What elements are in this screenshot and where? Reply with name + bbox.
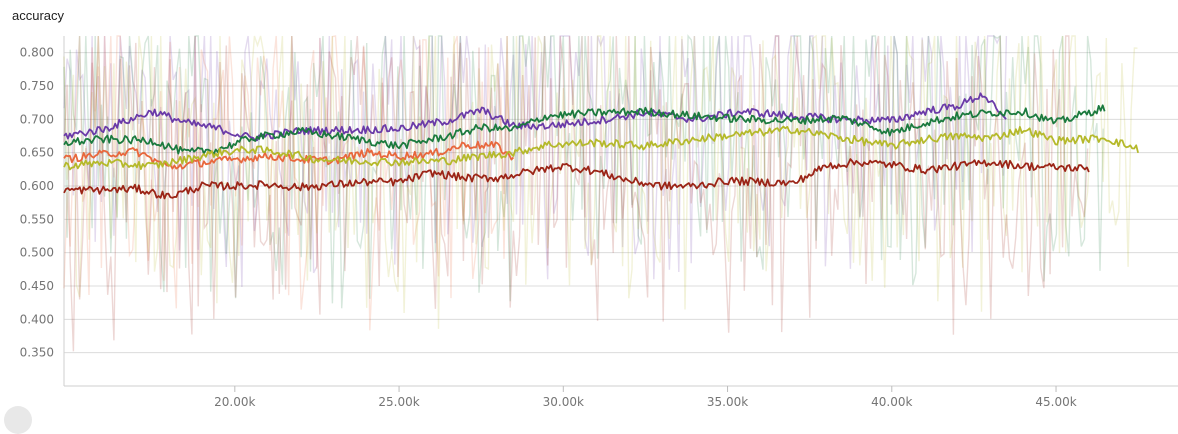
raw-series-line bbox=[63, 35, 514, 331]
y-tick-label: 0.600 bbox=[20, 179, 54, 193]
raw-series-line bbox=[63, 35, 1008, 288]
raw-noise-lines bbox=[63, 34, 1138, 352]
raw-series-line bbox=[63, 35, 1089, 352]
series-line bbox=[63, 104, 1106, 155]
y-tick-label: 0.800 bbox=[20, 46, 54, 60]
y-tick-label: 0.450 bbox=[20, 279, 54, 293]
series-line bbox=[63, 140, 515, 170]
x-tick-label: 45.00k bbox=[1035, 395, 1076, 409]
chart-title: accuracy bbox=[12, 8, 65, 23]
y-tick-label: 0.650 bbox=[20, 146, 54, 160]
series-line bbox=[63, 158, 1090, 200]
x-tick-label: 30.00k bbox=[543, 395, 584, 409]
series-line bbox=[63, 125, 1139, 171]
axis-labels: 0.350 0.400 0.450 0.500 0.550 0.600 0.650 0.700… bbox=[20, 46, 1077, 409]
x-tick-label: 20.00k bbox=[214, 395, 255, 409]
smoothed-series-lines bbox=[63, 92, 1139, 200]
x-tick-label: 40.00k bbox=[871, 395, 912, 409]
x-tick-label: 25.00k bbox=[378, 395, 419, 409]
y-tick-label: 0.550 bbox=[20, 212, 54, 226]
y-tick-label: 0.500 bbox=[20, 246, 54, 260]
x-tick-label: 35.00k bbox=[707, 395, 748, 409]
expand-button[interactable] bbox=[4, 406, 32, 434]
grid-lines bbox=[63, 36, 1178, 392]
y-tick-label: 0.350 bbox=[20, 346, 54, 360]
y-tick-label: 0.700 bbox=[20, 112, 54, 126]
y-tick-label: 0.400 bbox=[20, 312, 54, 326]
accuracy-chart: 0.350 0.400 0.450 0.500 0.550 0.600 0.650 0.700… bbox=[20, 34, 1178, 409]
y-tick-label: 0.750 bbox=[20, 79, 54, 93]
